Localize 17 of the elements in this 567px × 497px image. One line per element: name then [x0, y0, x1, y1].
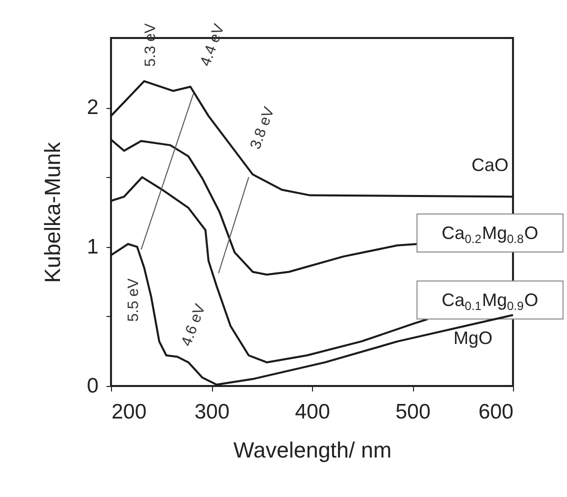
- y-axis-title: Kubelka-Munk: [40, 141, 65, 283]
- x-tick-label: 300: [194, 400, 230, 424]
- y-tick-label: 0: [86, 374, 98, 398]
- series-label: CaO: [471, 155, 508, 175]
- y-tick-label: 2: [86, 96, 98, 120]
- annotation: 4.4 eV: [197, 22, 228, 68]
- y-tick-label: 1: [86, 235, 98, 258]
- x-tick-label: 600: [478, 400, 514, 424]
- annotation: 3.8 eV: [247, 104, 278, 152]
- x-tick-label: 500: [395, 400, 431, 424]
- x-axis-title: Wavelength/ nm: [233, 438, 392, 462]
- annotation: 4.6 eV: [178, 302, 209, 348]
- annotation: 5.3 eV: [142, 23, 159, 67]
- annotation: 5.5 eV: [125, 278, 142, 322]
- x-tick-label: 400: [294, 400, 330, 424]
- series-label: MgO: [453, 328, 492, 348]
- x-tick-label: 200: [112, 400, 147, 424]
